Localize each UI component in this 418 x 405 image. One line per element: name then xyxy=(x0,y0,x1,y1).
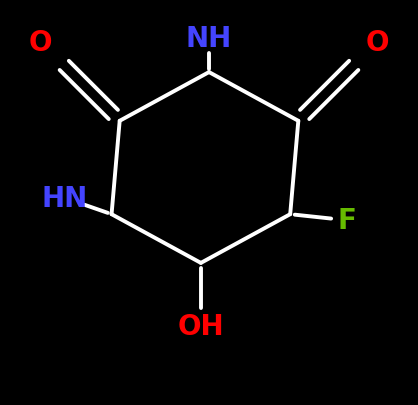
Text: NH: NH xyxy=(186,25,232,52)
Text: OH: OH xyxy=(178,312,224,340)
Text: HN: HN xyxy=(42,185,88,212)
Text: O: O xyxy=(366,29,389,56)
Text: O: O xyxy=(29,29,52,56)
Text: F: F xyxy=(338,207,357,234)
